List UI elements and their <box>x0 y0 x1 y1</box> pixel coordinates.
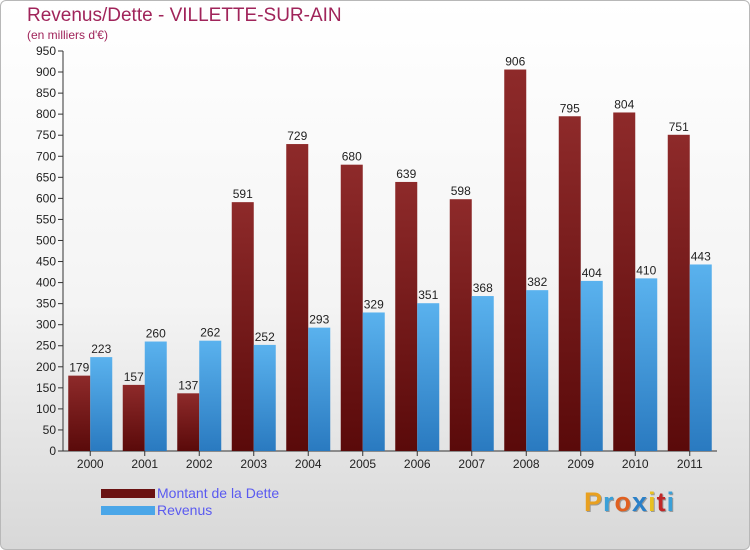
bar-revenus <box>308 327 331 451</box>
proxiti-logo: Proxiti <box>584 487 675 518</box>
bar-revenus <box>253 344 276 451</box>
bar-dette <box>231 202 254 451</box>
y-tick-label: 0 <box>49 444 56 458</box>
data-label-dette: 137 <box>178 378 198 392</box>
chart-title: Revenus/Dette - VILLETTE-SUR-AIN <box>27 5 342 26</box>
logo-letter: o <box>614 487 633 517</box>
y-tick-label: 200 <box>36 360 56 374</box>
data-label-dette: 906 <box>505 55 525 69</box>
bar-revenus <box>471 296 494 451</box>
data-label-revenus: 368 <box>473 281 493 295</box>
data-label-dette: 804 <box>614 97 634 111</box>
x-tick-label: 2002 <box>186 457 213 471</box>
y-tick-label: 700 <box>36 149 56 163</box>
bar-dette <box>449 199 472 451</box>
y-tick-label: 800 <box>36 107 56 121</box>
bar-dette <box>177 393 200 451</box>
legend-label-dette: Montant de la Dette <box>157 485 280 501</box>
chart-subtitle: (en milliers d'€) <box>27 28 108 42</box>
bar-revenus <box>362 312 385 451</box>
y-tick-label: 350 <box>36 297 56 311</box>
data-label-revenus: 410 <box>636 263 656 277</box>
bar-dette <box>122 384 145 451</box>
x-tick-label: 2006 <box>404 457 431 471</box>
logo-letter: i <box>648 487 657 517</box>
data-label-revenus: 262 <box>200 326 220 340</box>
bar-revenus <box>689 264 712 451</box>
data-label-dette: 179 <box>69 361 89 375</box>
bar-dette <box>340 164 363 451</box>
bar-revenus <box>199 340 222 451</box>
bar-dette <box>68 375 91 451</box>
legend-label-revenus: Revenus <box>157 502 213 518</box>
bar-dette <box>504 69 527 452</box>
logo-letter: P <box>584 487 604 517</box>
logo-letter: x <box>632 487 649 517</box>
data-label-dette: 591 <box>233 187 253 201</box>
y-tick-label: 450 <box>36 255 56 269</box>
logo-letter: r <box>603 487 615 517</box>
x-tick-label: 2009 <box>567 457 594 471</box>
x-tick-label: 2008 <box>513 457 540 471</box>
y-tick-label: 500 <box>36 233 56 247</box>
x-tick-label: 2004 <box>295 457 322 471</box>
data-label-revenus: 443 <box>691 249 711 263</box>
x-tick-label: 2003 <box>240 457 267 471</box>
bar-revenus <box>417 303 440 451</box>
data-label-dette: 795 <box>560 101 580 115</box>
y-tick-label: 100 <box>36 402 56 416</box>
legend-swatch-revenus <box>101 506 155 515</box>
data-label-revenus: 260 <box>146 327 166 341</box>
y-tick-label: 550 <box>36 212 56 226</box>
logo-letter: i <box>666 487 676 517</box>
data-label-dette: 639 <box>396 167 416 181</box>
data-label-revenus: 404 <box>582 266 602 280</box>
bar-dette <box>667 134 690 451</box>
data-label-revenus: 293 <box>309 313 329 327</box>
bar-dette <box>613 112 636 451</box>
bar-dette <box>395 181 418 451</box>
y-tick-label: 250 <box>36 339 56 353</box>
x-tick-label: 2010 <box>622 457 649 471</box>
y-tick-label: 50 <box>43 423 57 437</box>
x-tick-label: 2007 <box>458 457 485 471</box>
y-tick-label: 950 <box>36 44 56 58</box>
bar-revenus <box>635 278 658 451</box>
bar-revenus <box>144 341 167 451</box>
bar-dette <box>286 144 309 452</box>
y-tick-label: 400 <box>36 276 56 290</box>
data-label-dette: 729 <box>287 129 307 143</box>
y-tick-label: 900 <box>36 65 56 79</box>
y-tick-label: 150 <box>36 381 56 395</box>
data-label-dette: 157 <box>124 370 144 384</box>
data-label-dette: 598 <box>451 184 471 198</box>
y-tick-label: 850 <box>36 86 56 100</box>
legend-swatch-dette <box>101 489 155 498</box>
y-tick-label: 750 <box>36 128 56 142</box>
data-label-revenus: 382 <box>527 275 547 289</box>
y-tick-label: 300 <box>36 318 56 332</box>
y-tick-label: 600 <box>36 191 56 205</box>
x-tick-label: 2001 <box>131 457 158 471</box>
logo-letter: t <box>656 487 667 517</box>
bar-dette <box>558 116 581 452</box>
bar-revenus <box>90 357 113 451</box>
data-label-revenus: 223 <box>91 342 111 356</box>
data-label-dette: 680 <box>342 150 362 164</box>
data-label-revenus: 252 <box>255 330 275 344</box>
y-tick-label: 650 <box>36 170 56 184</box>
x-tick-label: 2005 <box>349 457 376 471</box>
x-tick-label: 2000 <box>77 457 104 471</box>
data-label-dette: 751 <box>669 120 689 134</box>
bar-revenus <box>526 290 549 451</box>
x-tick-label: 2011 <box>677 457 703 471</box>
data-label-revenus: 351 <box>418 288 438 302</box>
bar-revenus <box>580 280 603 451</box>
data-label-revenus: 329 <box>364 297 384 311</box>
